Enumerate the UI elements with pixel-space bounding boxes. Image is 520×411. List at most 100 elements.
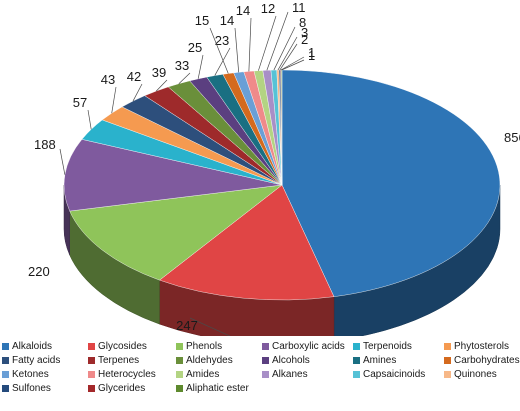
- legend-item-alcohols: Alcohols: [262, 354, 353, 366]
- legend-label: Aldehydes: [186, 354, 233, 366]
- leader-line-glycosides: [189, 317, 231, 336]
- data-label-capsaicinoids: 8: [299, 15, 306, 30]
- legend-label: Carbohydrates: [454, 354, 520, 366]
- legend-label: Aliphatic ester: [186, 382, 249, 394]
- data-label-terpenes: 39: [152, 65, 166, 80]
- legend-item-ketones: Ketones: [2, 368, 88, 380]
- legend-label: Amines: [363, 354, 397, 366]
- legend-item-sulfones: Sulfones: [2, 382, 88, 394]
- leader-line-phytosterols: [111, 86, 117, 114]
- pie-slice-phenols: [69, 184, 283, 281]
- leader-line-fatty-acids: [132, 83, 143, 102]
- legend-swatch: [262, 370, 269, 378]
- legend-swatch: [176, 384, 183, 392]
- data-label-alkaloids: 856: [504, 130, 520, 145]
- legend-item-terpenes: Terpenes: [88, 354, 176, 366]
- leader-line-carbohydrates: [209, 27, 229, 74]
- pie-slice-glycosides: [159, 184, 335, 301]
- legend-label: Quinones: [454, 368, 497, 380]
- data-label-heterocycles: 14: [236, 3, 250, 18]
- data-label-terpenoids: 57: [73, 95, 87, 110]
- legend-swatch: [2, 384, 9, 392]
- legend: Alkaloids Glycosides Phenols Carboxylic aci…: [2, 340, 520, 394]
- leader-line-aldehydes: [178, 72, 191, 84]
- legend-item-phytosterols: Phytosterols: [444, 340, 520, 352]
- legend-item-terpenoids: Terpenoids: [353, 340, 444, 352]
- data-label-alcohols: 25: [188, 40, 202, 55]
- legend-swatch: [176, 356, 183, 364]
- data-label-aliphatic-ester: 1: [308, 48, 315, 63]
- legend-item-alkaloids: Alkaloids: [2, 340, 88, 352]
- leader-line-amines: [214, 47, 231, 76]
- data-label-ketones: 14: [220, 13, 234, 28]
- leader-line-amides: [258, 15, 277, 71]
- data-label-aldehydes: 33: [175, 58, 189, 73]
- data-label-amines: 23: [215, 33, 229, 48]
- legend-item-glycerides: Glycerides: [88, 382, 176, 394]
- data-label-phytosterols: 43: [101, 72, 115, 87]
- legend-label: Alkaloids: [12, 340, 53, 352]
- legend-swatch: [88, 356, 95, 364]
- legend-item-amines: Amines: [353, 354, 444, 366]
- legend-label: Alkanes: [272, 368, 308, 380]
- pie-slice-alkaloids: [281, 69, 501, 297]
- legend-label: Terpenes: [98, 354, 140, 366]
- legend-item-glycosides: Glycosides: [88, 340, 176, 352]
- legend-swatch: [2, 370, 9, 378]
- legend-label: Amides: [186, 368, 220, 380]
- data-label-glycosides: 247: [176, 318, 198, 333]
- leader-line-heterocycles: [248, 17, 252, 72]
- legend-swatch: [176, 342, 183, 350]
- leader-line-capsaicinoids: [273, 26, 296, 71]
- leader-line-terpenoids: [87, 109, 92, 130]
- legend-label: Alcohols: [272, 354, 310, 366]
- leader-line-glycerides: [280, 56, 305, 71]
- legend-item-phenols: Phenols: [176, 340, 262, 352]
- legend-swatch: [176, 370, 183, 378]
- legend-swatch: [262, 356, 269, 364]
- legend-label: Glycerides: [98, 382, 146, 394]
- legend-label: Phytosterols: [454, 340, 510, 352]
- leader-line-ketones: [234, 27, 240, 73]
- legend-label: Carboxylic acids: [272, 340, 345, 352]
- legend-swatch: [2, 342, 9, 350]
- leader-line-alcohols: [197, 54, 204, 79]
- leader-line-alkanes: [266, 11, 289, 71]
- legend-swatch: [88, 384, 95, 392]
- legend-label: Terpenoids: [363, 340, 412, 352]
- legend-item-capsaicinoids: Capsaicinoids: [353, 368, 444, 380]
- legend-swatch: [353, 370, 360, 378]
- legend-item-quinones: Quinones: [444, 368, 520, 380]
- legend-label: Glycosides: [98, 340, 147, 352]
- legend-item-carbohydrates: Carbohydrates: [444, 354, 520, 366]
- data-label-carboxylic-acids: 188: [34, 137, 56, 152]
- legend-swatch: [88, 342, 95, 350]
- legend-item-aliphatic-ester: Aliphatic ester: [176, 382, 262, 394]
- leader-line-terpenes: [155, 79, 168, 92]
- legend-label: Sulfones: [12, 382, 51, 394]
- legend-swatch: [262, 342, 269, 350]
- legend-label: Capsaicinoids: [363, 368, 426, 380]
- legend-swatch: [88, 370, 95, 378]
- legend-swatch: [444, 370, 451, 378]
- leader-line-quinones: [277, 36, 298, 71]
- legend-item-aldehydes: Aldehydes: [176, 354, 262, 366]
- data-label-glycerides: 1: [308, 45, 315, 60]
- data-label-phenols: 220: [28, 264, 50, 279]
- data-label-sulfones: 2: [301, 32, 308, 47]
- data-label-carbohydrates: 15: [195, 13, 209, 28]
- legend-label: Fatty acids: [12, 354, 61, 366]
- data-label-alkanes: 11: [292, 0, 306, 15]
- legend-swatch: [444, 342, 451, 350]
- leader-line-carboxylic-acids: [59, 148, 66, 175]
- legend-item-heterocycles: Heterocycles: [88, 368, 176, 380]
- legend-label: Phenols: [186, 340, 223, 352]
- pie-side-walls: [63, 184, 501, 336]
- legend-label: Ketones: [12, 368, 49, 380]
- legend-swatch: [353, 356, 360, 364]
- leader-line-aliphatic-ester: [281, 59, 305, 71]
- data-label-quinones: 3: [301, 25, 308, 40]
